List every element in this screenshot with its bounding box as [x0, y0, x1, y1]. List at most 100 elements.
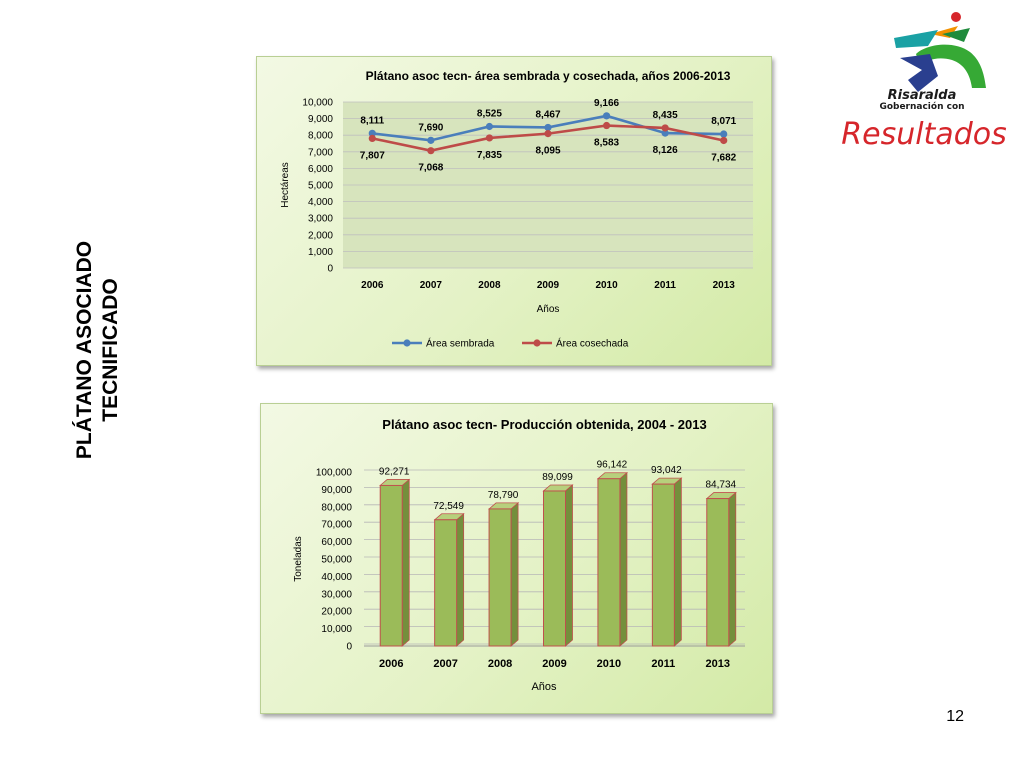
- series-1-point: [485, 122, 494, 131]
- series-1-point: [544, 123, 552, 132]
- y-tick-label: 0: [346, 642, 352, 653]
- y-tick-label: 40,000: [321, 572, 352, 583]
- y-tick-label: 5,000: [308, 181, 333, 192]
- chart-title: Plátano asoc tecn- Producción obtenida, …: [382, 417, 706, 432]
- series-2-point: [427, 147, 435, 155]
- production-bar-chart-svg: Plátano asoc tecn- Producción obtenida, …: [293, 417, 745, 693]
- bar-side: [673, 477, 682, 647]
- data-label: 8,525: [477, 108, 502, 119]
- x-tick-label: 2006: [379, 658, 403, 670]
- bar-side: [728, 491, 737, 647]
- data-label: 8,435: [653, 110, 678, 121]
- y-tick-label: 6,000: [308, 164, 333, 175]
- legend-label: Área cosechada: [556, 337, 629, 350]
- side-title-line2: TECNIFICADO: [99, 278, 122, 422]
- series-2-point: [485, 134, 494, 142]
- y-tick-label: 100,000: [316, 468, 353, 479]
- bar: [651, 483, 675, 647]
- page-number: 12: [946, 708, 964, 725]
- side-title-line1: PLÁTANO ASOCIADO: [73, 241, 96, 459]
- bar: [488, 508, 512, 647]
- series-2-point: [720, 136, 728, 145]
- production-bar-chart: Plátano asoc tecn- Producción obtenida, …: [260, 403, 773, 714]
- y-tick-label: 8,000: [308, 131, 333, 142]
- series-1-point: [602, 112, 611, 120]
- data-label: 92,271: [379, 466, 410, 477]
- x-tick-label: 2011: [654, 280, 676, 291]
- y-tick-label: 20,000: [321, 607, 352, 618]
- y-tick-label: 10,000: [321, 624, 352, 635]
- y-tick-label: 70,000: [321, 520, 352, 531]
- area-line-chart-svg: Plátano asoc tecn- área sembrada y cosec…: [280, 69, 753, 350]
- series-1-point: [661, 129, 669, 137]
- x-tick-label: 2009: [542, 658, 566, 670]
- y-tick-label: 50,000: [321, 555, 352, 566]
- y-tick-label: 9,000: [308, 114, 333, 125]
- side-title: PLÁTANO ASOCIADO TECNIFICADO: [60, 180, 140, 520]
- y-tick-label: 30,000: [321, 589, 352, 600]
- bar-side: [456, 512, 465, 647]
- y-tick-label: 1,000: [308, 247, 333, 258]
- series-1-point: [427, 136, 435, 144]
- x-axis-label: Años: [537, 304, 560, 315]
- data-label: 7,807: [360, 150, 385, 161]
- x-tick-label: 2007: [420, 280, 443, 291]
- x-axis-label: Años: [531, 681, 557, 693]
- series-1-point: [368, 129, 376, 137]
- x-tick-label: 2013: [713, 280, 736, 291]
- y-tick-label: 3,000: [308, 214, 333, 225]
- series-1-point: [720, 130, 728, 138]
- series-2-point: [661, 124, 669, 132]
- x-tick-label: 2010: [595, 280, 618, 291]
- legend-marker: [403, 339, 411, 347]
- y-tick-label: 7,000: [308, 147, 333, 158]
- x-tick-label: 2010: [597, 658, 621, 670]
- bar: [379, 484, 403, 647]
- x-tick-label: 2008: [488, 658, 512, 670]
- data-label: 7,068: [418, 163, 443, 174]
- series-2-point: [368, 134, 376, 143]
- y-tick-label: 90,000: [321, 485, 352, 496]
- data-label: 8,095: [535, 146, 560, 157]
- data-label: 7,682: [711, 152, 736, 163]
- x-tick-label: 2006: [361, 280, 384, 291]
- x-tick-label: 2011: [651, 658, 675, 670]
- bar-side: [619, 471, 628, 647]
- data-label: 84,734: [705, 480, 736, 491]
- bar: [543, 490, 566, 647]
- bar-side: [565, 484, 573, 647]
- area-line-chart: Plátano asoc tecn- área sembrada y cosec…: [256, 56, 772, 366]
- data-label: 8,071: [711, 116, 736, 127]
- y-tick-label: 2,000: [308, 230, 333, 241]
- series-2-point: [544, 130, 552, 138]
- data-label: 96,142: [597, 460, 628, 471]
- data-label: 78,790: [488, 490, 519, 501]
- data-label: 8,583: [594, 138, 619, 149]
- data-label: 89,099: [542, 472, 573, 483]
- y-tick-label: 60,000: [321, 537, 352, 548]
- x-tick-label: 2007: [433, 658, 457, 670]
- data-label: 7,690: [418, 122, 443, 133]
- x-tick-label: 2008: [478, 280, 501, 291]
- logo-line3: Resultados: [841, 117, 1006, 152]
- data-label: 8,111: [360, 115, 384, 126]
- y-tick-label: 10,000: [302, 98, 333, 109]
- data-label: 7,835: [477, 150, 502, 161]
- runner-icon: [894, 12, 986, 92]
- y-tick-label: 80,000: [321, 502, 352, 513]
- data-label: 9,166: [594, 98, 619, 109]
- x-tick-label: 2013: [706, 658, 730, 670]
- y-axis-label: Toneladas: [293, 536, 304, 582]
- x-tick-label: 2009: [537, 280, 560, 291]
- bar: [706, 498, 730, 647]
- government-logo: Risaralda Gobernación con Resultados: [834, 8, 1016, 158]
- legend-label: Área sembrada: [426, 337, 495, 350]
- y-axis-label: Hectáreas: [280, 162, 291, 208]
- bar-side: [401, 478, 410, 647]
- data-label: 93,042: [651, 465, 682, 476]
- series-2-point: [602, 121, 611, 130]
- data-label: 72,549: [433, 501, 464, 512]
- data-label: 8,467: [535, 109, 560, 120]
- bar: [434, 519, 458, 647]
- y-tick-label: 4,000: [308, 197, 333, 208]
